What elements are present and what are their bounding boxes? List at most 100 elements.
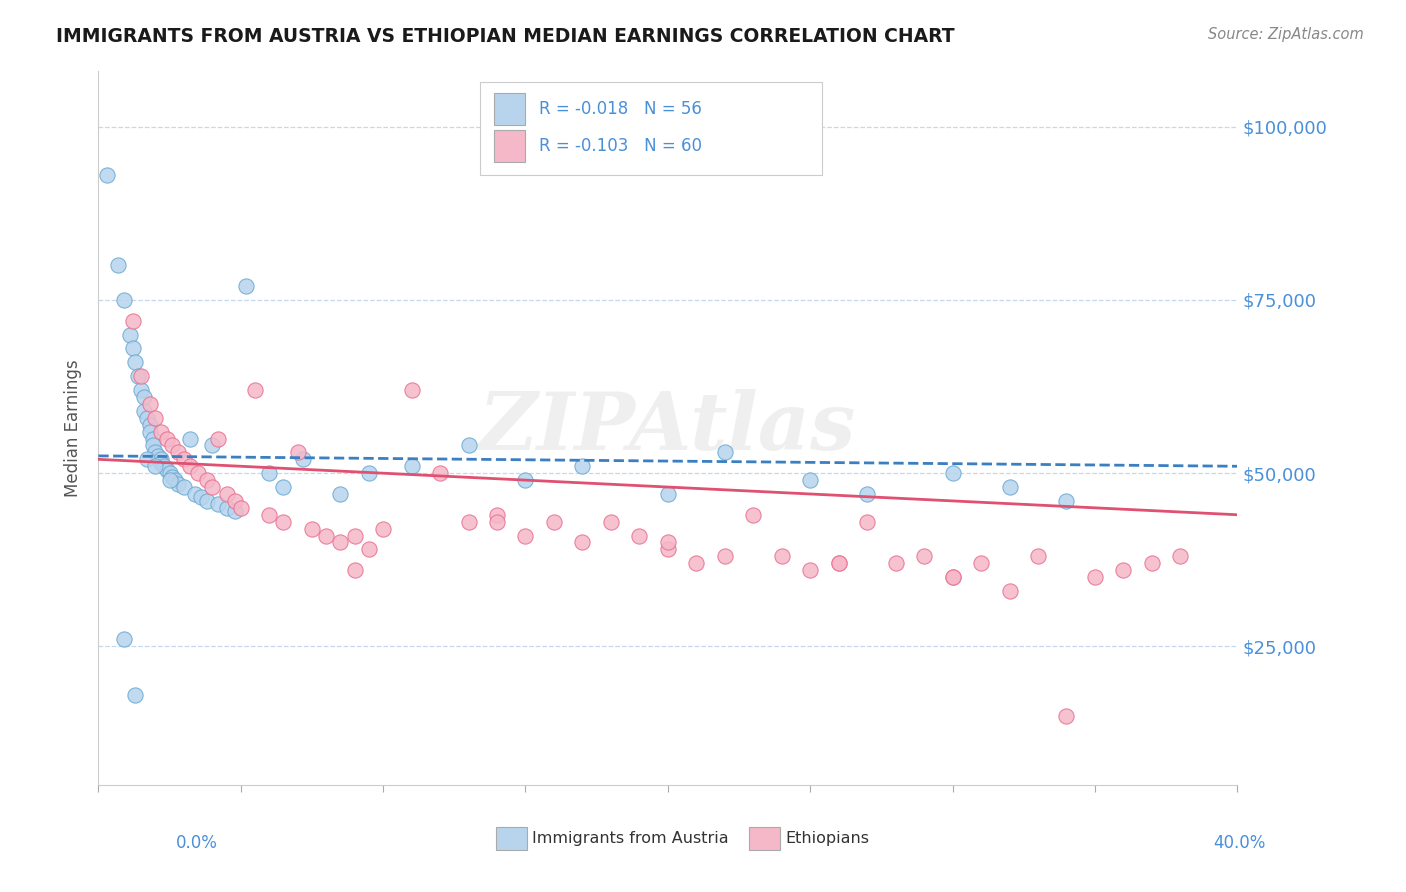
- Point: [714, 549, 737, 564]
- Point: [292, 452, 315, 467]
- Point: [224, 494, 246, 508]
- Text: R = -0.018   N = 56: R = -0.018 N = 56: [538, 100, 702, 118]
- Point: [229, 500, 252, 515]
- Point: [657, 487, 679, 501]
- Point: [856, 515, 879, 529]
- Point: [1170, 549, 1192, 564]
- Point: [148, 449, 170, 463]
- Point: [329, 487, 352, 501]
- Point: [912, 549, 935, 564]
- Point: [970, 556, 993, 570]
- Point: [167, 476, 190, 491]
- Text: IMMIGRANTS FROM AUSTRIA VS ETHIOPIAN MEDIAN EARNINGS CORRELATION CHART: IMMIGRANTS FROM AUSTRIA VS ETHIOPIAN MED…: [56, 27, 955, 45]
- Point: [224, 504, 246, 518]
- Point: [301, 522, 323, 536]
- Point: [273, 515, 295, 529]
- Point: [856, 487, 879, 501]
- Point: [132, 390, 155, 404]
- Text: Ethiopians: Ethiopians: [785, 831, 869, 846]
- Point: [235, 279, 257, 293]
- Point: [287, 445, 309, 459]
- Point: [167, 445, 190, 459]
- Point: [96, 169, 118, 183]
- Point: [215, 500, 238, 515]
- Point: [486, 515, 509, 529]
- Point: [135, 410, 157, 425]
- Text: Source: ZipAtlas.com: Source: ZipAtlas.com: [1208, 27, 1364, 42]
- Point: [571, 535, 593, 549]
- Point: [515, 528, 537, 542]
- Point: [156, 463, 179, 477]
- Point: [121, 342, 143, 356]
- Point: [329, 535, 352, 549]
- Point: [138, 397, 160, 411]
- Point: [173, 452, 195, 467]
- Point: [600, 515, 623, 529]
- Point: [401, 459, 423, 474]
- Point: [162, 438, 184, 452]
- Point: [259, 466, 281, 480]
- Bar: [494, 93, 526, 125]
- Point: [129, 369, 152, 384]
- Point: [457, 438, 479, 452]
- Point: [145, 445, 167, 459]
- Point: [112, 293, 135, 307]
- Point: [628, 528, 651, 542]
- Point: [401, 383, 423, 397]
- Point: [828, 556, 851, 570]
- Point: [135, 452, 157, 467]
- Point: [486, 508, 509, 522]
- Point: [1056, 708, 1078, 723]
- Point: [714, 445, 737, 459]
- Text: 0.0%: 0.0%: [176, 834, 218, 852]
- Point: [150, 456, 173, 470]
- Point: [942, 570, 965, 584]
- Point: [357, 466, 380, 480]
- Bar: [494, 130, 526, 162]
- Point: [159, 466, 181, 480]
- Point: [998, 584, 1021, 599]
- Point: [373, 522, 395, 536]
- Point: [162, 469, 184, 483]
- Point: [187, 466, 209, 480]
- Point: [141, 438, 163, 452]
- Point: [124, 688, 146, 702]
- Point: [259, 508, 281, 522]
- Point: [685, 556, 707, 570]
- Y-axis label: Median Earnings: Median Earnings: [65, 359, 83, 497]
- Point: [121, 314, 143, 328]
- Point: [129, 383, 152, 397]
- Point: [138, 417, 160, 432]
- Point: [828, 556, 851, 570]
- Point: [243, 383, 266, 397]
- Point: [132, 404, 155, 418]
- Point: [1140, 556, 1163, 570]
- Point: [515, 473, 537, 487]
- Point: [1056, 494, 1078, 508]
- Point: [173, 480, 195, 494]
- Point: [543, 515, 565, 529]
- Point: [207, 497, 229, 511]
- Point: [201, 480, 224, 494]
- Point: [145, 410, 167, 425]
- Point: [571, 459, 593, 474]
- Point: [150, 425, 173, 439]
- Text: 40.0%: 40.0%: [1213, 834, 1265, 852]
- Point: [357, 542, 380, 557]
- Point: [343, 563, 366, 577]
- Point: [179, 459, 201, 474]
- Point: [799, 473, 821, 487]
- Point: [657, 542, 679, 557]
- Text: Immigrants from Austria: Immigrants from Austria: [531, 831, 728, 846]
- Point: [195, 494, 218, 508]
- Point: [1112, 563, 1135, 577]
- Text: R = -0.103   N = 60: R = -0.103 N = 60: [538, 137, 702, 155]
- Point: [770, 549, 793, 564]
- Point: [127, 369, 149, 384]
- Point: [657, 535, 679, 549]
- Point: [138, 425, 160, 439]
- Point: [942, 570, 965, 584]
- Point: [190, 491, 212, 505]
- Point: [942, 466, 965, 480]
- Point: [343, 528, 366, 542]
